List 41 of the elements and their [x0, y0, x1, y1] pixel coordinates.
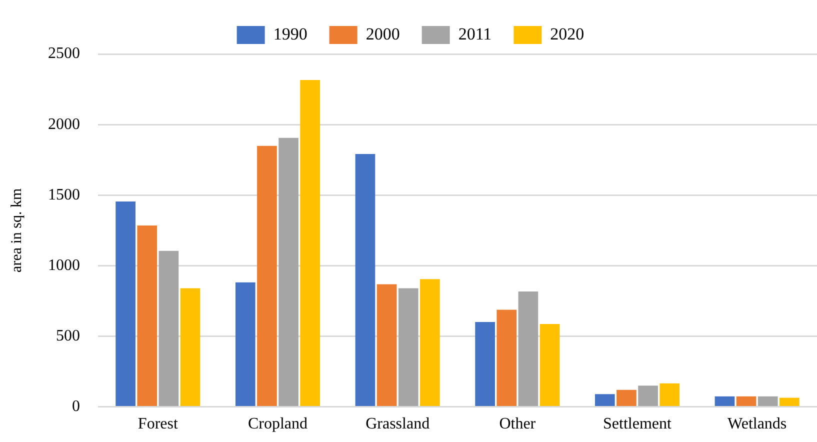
bar — [278, 138, 298, 406]
legend-label: 2020 — [550, 24, 584, 44]
bar — [736, 396, 756, 406]
y-axis-title: area in sq. km — [8, 188, 25, 272]
bar — [518, 292, 538, 406]
legend-label: 1990 — [273, 24, 308, 44]
bar — [376, 284, 397, 406]
x-tick-label: Cropland — [248, 416, 308, 433]
bar — [116, 201, 136, 406]
x-tick-label: Wetlands — [728, 416, 787, 433]
bar — [758, 396, 778, 406]
y-tick-label: 1500 — [48, 186, 80, 204]
bar — [158, 250, 179, 406]
bar — [475, 322, 495, 406]
bar — [137, 225, 158, 406]
x-tick-label: Settlement — [603, 416, 672, 433]
bar — [540, 324, 560, 406]
legend-label: 2011 — [458, 24, 492, 44]
bar — [594, 394, 615, 406]
bar — [355, 154, 376, 406]
x-tick-label: Grassland — [366, 416, 430, 433]
bar — [257, 146, 277, 406]
bar — [780, 398, 800, 406]
y-tick-label: 2000 — [48, 116, 80, 133]
y-tick-label: 0 — [72, 398, 80, 416]
bar — [420, 279, 440, 406]
y-tick-label: 2500 — [48, 45, 80, 62]
y-tick-label: 1000 — [48, 256, 80, 274]
y-tick-label: 500 — [56, 327, 80, 344]
bar — [660, 383, 680, 406]
bar — [496, 310, 517, 406]
bar — [180, 288, 200, 406]
bar — [638, 386, 658, 406]
bar — [714, 396, 735, 406]
bar — [398, 288, 418, 406]
x-tick-label: Forest — [138, 416, 178, 433]
legend-label: 2000 — [366, 24, 400, 44]
bar — [300, 80, 320, 406]
bar — [235, 282, 256, 406]
bar — [616, 390, 636, 406]
x-tick-label: Other — [499, 416, 536, 433]
